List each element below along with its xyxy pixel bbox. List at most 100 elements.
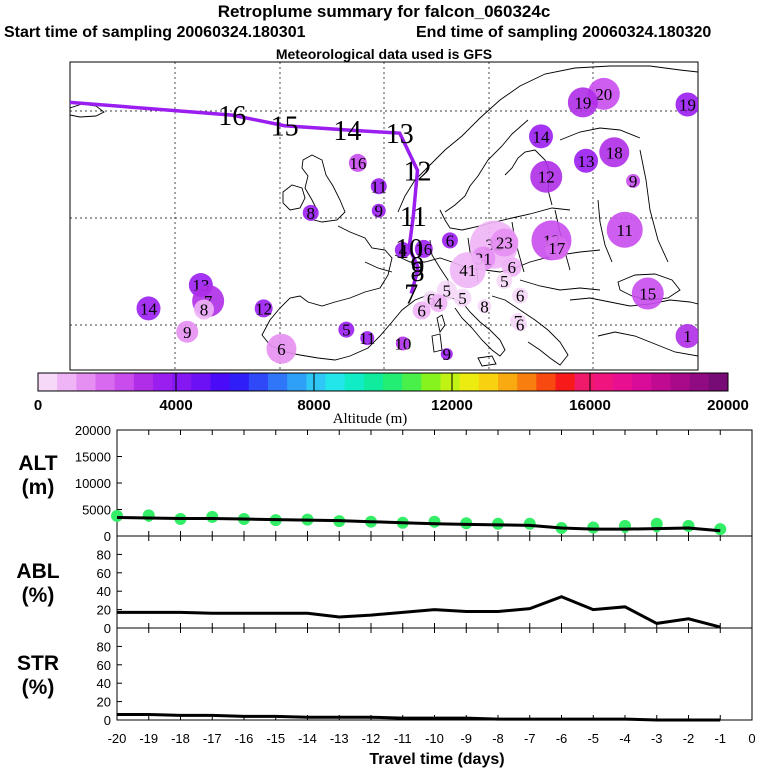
y-tick-label: 60 — [97, 658, 111, 673]
cluster-circle — [302, 204, 319, 221]
colorbar-cell — [229, 373, 250, 391]
panel-ylabel-line: STR — [17, 652, 59, 675]
cluster-circle — [429, 294, 448, 313]
cluster-circle — [477, 299, 492, 314]
cluster-label: 19 — [574, 93, 591, 112]
colorbar-cell — [363, 373, 384, 391]
colorbar-cell — [708, 373, 729, 391]
cluster-label: 9 — [183, 323, 192, 342]
cluster-circle — [348, 153, 367, 172]
cluster-circle — [193, 299, 214, 320]
x-tick-label: -3 — [651, 731, 663, 746]
x-tick-label: -15 — [266, 731, 285, 746]
colorbar-cell — [133, 373, 154, 391]
colorbar-cell — [440, 373, 461, 391]
cluster-label: 8 — [480, 297, 489, 316]
cluster-circle — [599, 137, 630, 168]
panel-str: 0 20 40 60 80 STR(%) — [17, 627, 753, 728]
x-tick-label: -2 — [683, 731, 695, 746]
colorbar-cell — [421, 373, 441, 391]
cluster-label: 10 — [394, 334, 411, 353]
cluster-label: 5 — [500, 272, 509, 291]
colorbar-cell — [153, 373, 173, 391]
cluster-label: 5 — [342, 321, 351, 340]
cluster-label: 16 — [349, 154, 366, 173]
cluster-circle — [266, 333, 297, 364]
y-tick-label: 0 — [104, 713, 111, 728]
colorbar-cell — [613, 373, 633, 391]
x-tick-label: -5 — [587, 731, 599, 746]
cluster-circle — [606, 211, 643, 248]
cluster-label: 6 — [417, 302, 426, 321]
cluster-circle — [254, 299, 273, 318]
colorbar-cell — [38, 373, 58, 391]
x-axis: -20 -19 -18 -17 -16 -15 -14 -13 -12 -11 -10 -9 -8 -7-… — [108, 731, 756, 768]
x-tick-label: -7 — [524, 731, 536, 746]
cluster-circle — [414, 239, 433, 258]
cluster-label: 6 — [446, 231, 455, 250]
colorbar-cell — [517, 373, 537, 391]
colorbar-cell — [670, 373, 691, 391]
cluster-label: 11 — [617, 221, 633, 240]
colorbar-tick-label: 16000 — [569, 397, 611, 414]
y-tick-label: 80 — [97, 547, 111, 562]
cluster-label: 12 — [255, 299, 272, 318]
panel-alt: 0 5000 10000 15000 20000 ALT(m) — [18, 423, 753, 544]
x-tick-label: -11 — [394, 731, 412, 746]
y-tick-label: 20 — [97, 603, 111, 618]
colorbar-cell — [248, 373, 269, 391]
cluster-circle — [412, 301, 431, 320]
cluster-circle — [626, 173, 641, 188]
track-day-label: 7 — [404, 280, 418, 311]
panel-frame — [116, 627, 753, 721]
cluster-circle — [371, 203, 386, 218]
x-tick-label: -20 — [108, 731, 127, 746]
colorbar-cell — [632, 373, 652, 391]
colorbar-ticks: 0 4000 8000 12000 16000 20000 — [34, 373, 749, 414]
cluster-label: 6 — [507, 258, 516, 277]
cluster-label: 14 — [140, 299, 158, 318]
colorbar-cell — [114, 373, 135, 391]
cluster-circle — [512, 287, 529, 304]
track-day-label: 9 — [410, 252, 424, 283]
y-tick-label: 40 — [97, 584, 111, 599]
panel-ylabel-line: ABL — [16, 560, 59, 583]
x-tick-label: -14 — [298, 731, 317, 746]
x-tick-label: 0 — [748, 731, 755, 746]
y-tick-label: 10000 — [75, 476, 111, 491]
cluster-circle — [136, 296, 161, 321]
panel-ylabel-line: ALT — [18, 452, 57, 475]
time-series-panels: 05000100001500020000ALT(m)020406080ABL(%… — [16, 423, 755, 768]
colorbar-cell — [555, 373, 576, 391]
cluster-label: 15 — [639, 285, 656, 304]
colorbar-tick-label: 4000 — [159, 397, 192, 414]
plume-clusters: 2019191418131291611981211616432231731641… — [136, 77, 698, 364]
track-day-label: 14 — [333, 116, 361, 147]
colorbar-cell — [383, 373, 403, 391]
track-day-label: 15 — [271, 112, 299, 143]
series-line-alt — [116, 515, 721, 533]
cluster-circle — [176, 320, 199, 343]
cluster-label: 23 — [496, 234, 513, 253]
cluster-label: 9 — [629, 172, 638, 191]
cluster-label: 19 — [679, 95, 696, 114]
cluster-label: 12 — [538, 168, 555, 187]
colorbar-tick-label: 0 — [34, 397, 42, 414]
colorbar-cell — [689, 373, 710, 391]
y-tick-label: 20 — [97, 695, 111, 710]
track-day-label: 11 — [400, 202, 427, 233]
colorbar-cells — [38, 373, 729, 391]
track-day-label: 13 — [386, 119, 414, 150]
cluster-circle — [441, 232, 458, 249]
colorbar-cell — [459, 373, 480, 391]
y-tick-label: 20000 — [75, 423, 111, 438]
track-day-label: 10 — [395, 234, 423, 265]
x-axis-label: Travel time (days) — [369, 751, 504, 768]
colorbar-cell — [344, 373, 365, 391]
x-tick-label: -12 — [362, 731, 381, 746]
cluster-label: 5 — [443, 281, 452, 300]
cluster-label: 8 — [200, 300, 209, 319]
colorbar-cell — [498, 373, 518, 391]
